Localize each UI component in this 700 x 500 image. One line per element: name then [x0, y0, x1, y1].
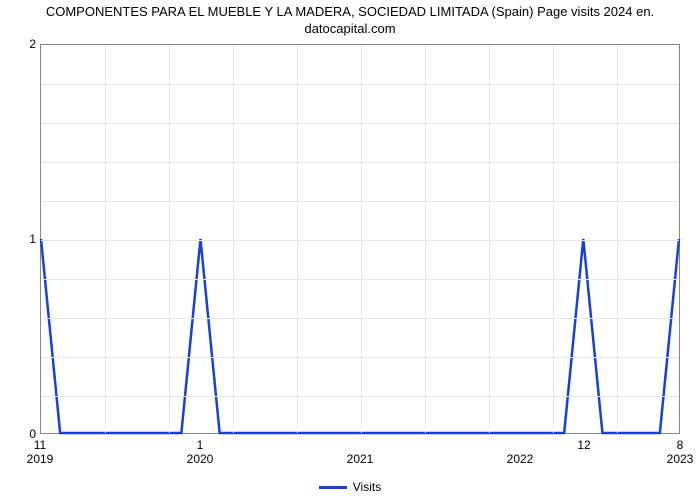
data-value-label: 1: [197, 438, 204, 452]
gridline-h: [41, 357, 679, 358]
gridline-h: [41, 123, 679, 124]
gridline-h: [41, 201, 679, 202]
gridline-v: [233, 45, 234, 433]
line-series: [41, 45, 679, 433]
gridline-v: [361, 45, 362, 433]
title-line2: datocapital.com: [304, 21, 395, 36]
gridline-v: [297, 45, 298, 433]
xtick-year: 2019: [27, 452, 54, 466]
gridline-h: [41, 396, 679, 397]
data-value-label: 11: [34, 438, 46, 452]
data-value-label: 12: [577, 438, 590, 452]
xtick-year: 2023: [667, 452, 694, 466]
gridline-h: [41, 240, 679, 241]
gridline-h: [41, 279, 679, 280]
data-value-label: 8: [677, 438, 684, 452]
gridline-v: [489, 45, 490, 433]
gridline-h: [41, 162, 679, 163]
legend-label: Visits: [353, 480, 381, 494]
xtick-year: 2020: [187, 452, 214, 466]
gridline-v: [617, 45, 618, 433]
gridline-v: [553, 45, 554, 433]
gridline-v: [425, 45, 426, 433]
plot-area: [40, 44, 680, 434]
chart-title: COMPONENTES PARA EL MUEBLE Y LA MADERA, …: [0, 4, 700, 38]
ytick: 0: [6, 427, 36, 441]
gridline-v: [105, 45, 106, 433]
chart-container: COMPONENTES PARA EL MUEBLE Y LA MADERA, …: [0, 0, 700, 500]
legend-swatch: [319, 486, 347, 489]
ytick: 2: [6, 37, 36, 51]
ytick: 1: [6, 232, 36, 246]
xtick-year: 2022: [507, 452, 534, 466]
gridline-h: [41, 318, 679, 319]
gridline-h: [41, 84, 679, 85]
gridline-v: [169, 45, 170, 433]
xtick-year: 2021: [347, 452, 374, 466]
legend: Visits: [0, 480, 700, 494]
title-line1: COMPONENTES PARA EL MUEBLE Y LA MADERA, …: [46, 4, 654, 19]
